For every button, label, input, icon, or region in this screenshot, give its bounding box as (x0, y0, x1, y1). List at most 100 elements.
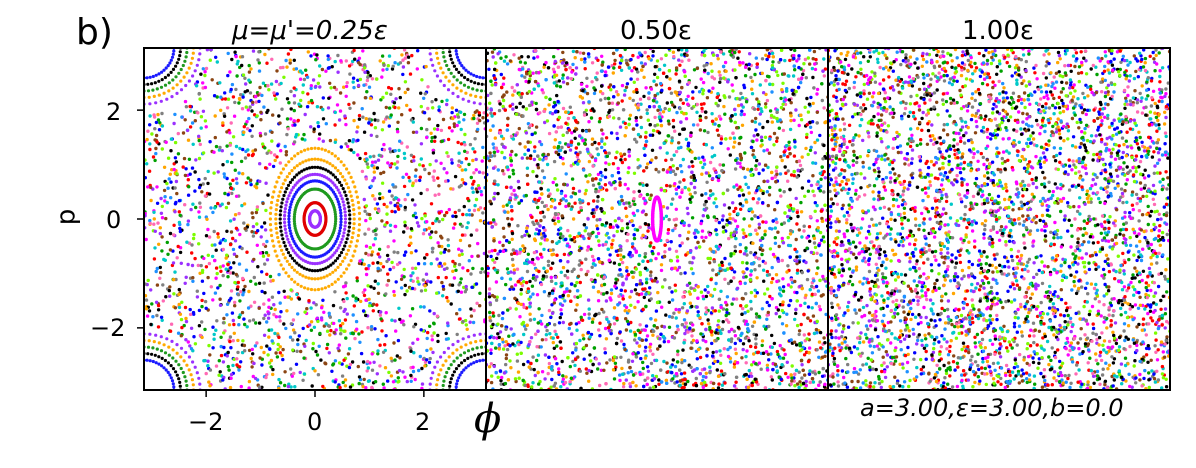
regular-orbit-point (290, 200, 294, 204)
corner-island-point (136, 17, 139, 20)
chaotic-point (207, 380, 211, 384)
regular-orbit-point (342, 271, 346, 275)
chaotic-point (408, 235, 413, 239)
chaotic-point (286, 295, 290, 299)
corner-island-point (516, 18, 519, 21)
chaotic-point (251, 224, 256, 229)
regular-orbit-point (279, 225, 283, 229)
corner-island-point (455, 52, 459, 56)
regular-orbit-point (278, 244, 282, 248)
corner-island-point (467, 335, 471, 339)
corner-island-point (125, 86, 128, 89)
chaotic-point (289, 117, 293, 121)
corner-island-point (450, 35, 453, 38)
chaotic-point (674, 307, 678, 312)
corner-island-point (457, 58, 461, 62)
corner-island-point (475, 346, 479, 350)
regular-orbit-point (284, 203, 288, 207)
corner-island-point (538, 406, 541, 409)
chaotic-point (233, 100, 237, 105)
chaotic-point (396, 154, 400, 159)
chaotic-point (189, 347, 194, 351)
chaotic-point (467, 213, 472, 217)
chaotic-point (381, 382, 385, 386)
corner-island-point (527, 38, 530, 41)
corner-island-point (445, 406, 448, 409)
chaotic-point (535, 174, 539, 178)
chaotic-point (146, 129, 150, 133)
chaotic-point (203, 176, 207, 181)
corner-island-point (182, 29, 185, 32)
chaotic-point (377, 209, 381, 213)
chaotic-point (162, 257, 166, 262)
corner-island-point (101, 351, 104, 354)
corner-island-point (445, 370, 449, 375)
regular-orbit-point (287, 171, 292, 176)
chaotic-point (384, 311, 388, 315)
chaotic-point (385, 283, 389, 287)
corner-island-point (533, 378, 536, 381)
regular-orbit-point (339, 183, 344, 187)
regular-orbit-point (343, 244, 347, 248)
chaotic-point (254, 321, 258, 325)
corner-island-point (514, 367, 517, 370)
chaotic-point (261, 81, 266, 85)
corner-island-point (452, 18, 455, 21)
chaotic-point (184, 316, 188, 321)
chaotic-point (301, 326, 305, 331)
regular-orbit-point (336, 246, 340, 250)
regular-orbit-point (347, 225, 351, 229)
regular-orbit-point (287, 223, 291, 227)
chaotic-point (327, 351, 331, 355)
chaotic-point (235, 357, 239, 361)
chaotic-point (419, 142, 424, 146)
chaotic-point (375, 202, 380, 206)
corner-island-point (160, 442, 163, 445)
corner-island-point (190, 378, 194, 382)
chaotic-point (228, 131, 232, 135)
regular-orbit-point (285, 259, 289, 263)
chaotic-point (422, 262, 427, 266)
corner-island-point (181, 63, 185, 68)
chaotic-point (710, 112, 714, 116)
corner-island-point (171, 52, 175, 56)
chaotic-point (379, 317, 383, 321)
corner-island-point (192, 394, 195, 397)
chaotic-point (553, 381, 558, 385)
corner-island-point (469, 21, 472, 24)
corner-island-point (510, 373, 513, 376)
corner-island-point (159, 99, 163, 103)
chaotic-point (240, 310, 245, 315)
chaotic-point (347, 365, 352, 370)
corner-island-point (130, 74, 133, 77)
regular-orbit-point (324, 218, 328, 222)
chaotic-point (238, 299, 242, 303)
regular-orbit-point (297, 263, 301, 267)
regular-orbit-point (343, 207, 347, 211)
corner-island-point (164, 426, 167, 429)
chaotic-point (786, 235, 790, 240)
chaotic-point (263, 166, 268, 170)
chaotic-point (247, 379, 252, 384)
chaotic-point (378, 192, 382, 196)
chaotic-point (351, 313, 355, 317)
corner-island-point (102, 375, 105, 378)
chaotic-point (303, 138, 307, 142)
chaotic-point (443, 213, 447, 218)
chaotic-point (229, 121, 233, 125)
corner-island-point (495, 0, 498, 1)
chaotic-point (390, 194, 394, 198)
chaotic-point (457, 208, 461, 213)
corner-island-point (459, 403, 462, 406)
chaotic-point (436, 176, 440, 180)
chaotic-point (148, 218, 152, 223)
chaotic-point (154, 146, 158, 151)
corner-island-point (444, 418, 447, 421)
corner-island-point (467, 413, 470, 416)
corner-island-point (97, 67, 100, 70)
corner-island-point (439, 421, 442, 424)
corner-island-point (526, 9, 529, 12)
corner-island-point (451, 83, 455, 87)
corner-island-point (157, 21, 160, 24)
chaotic-point (153, 229, 157, 233)
